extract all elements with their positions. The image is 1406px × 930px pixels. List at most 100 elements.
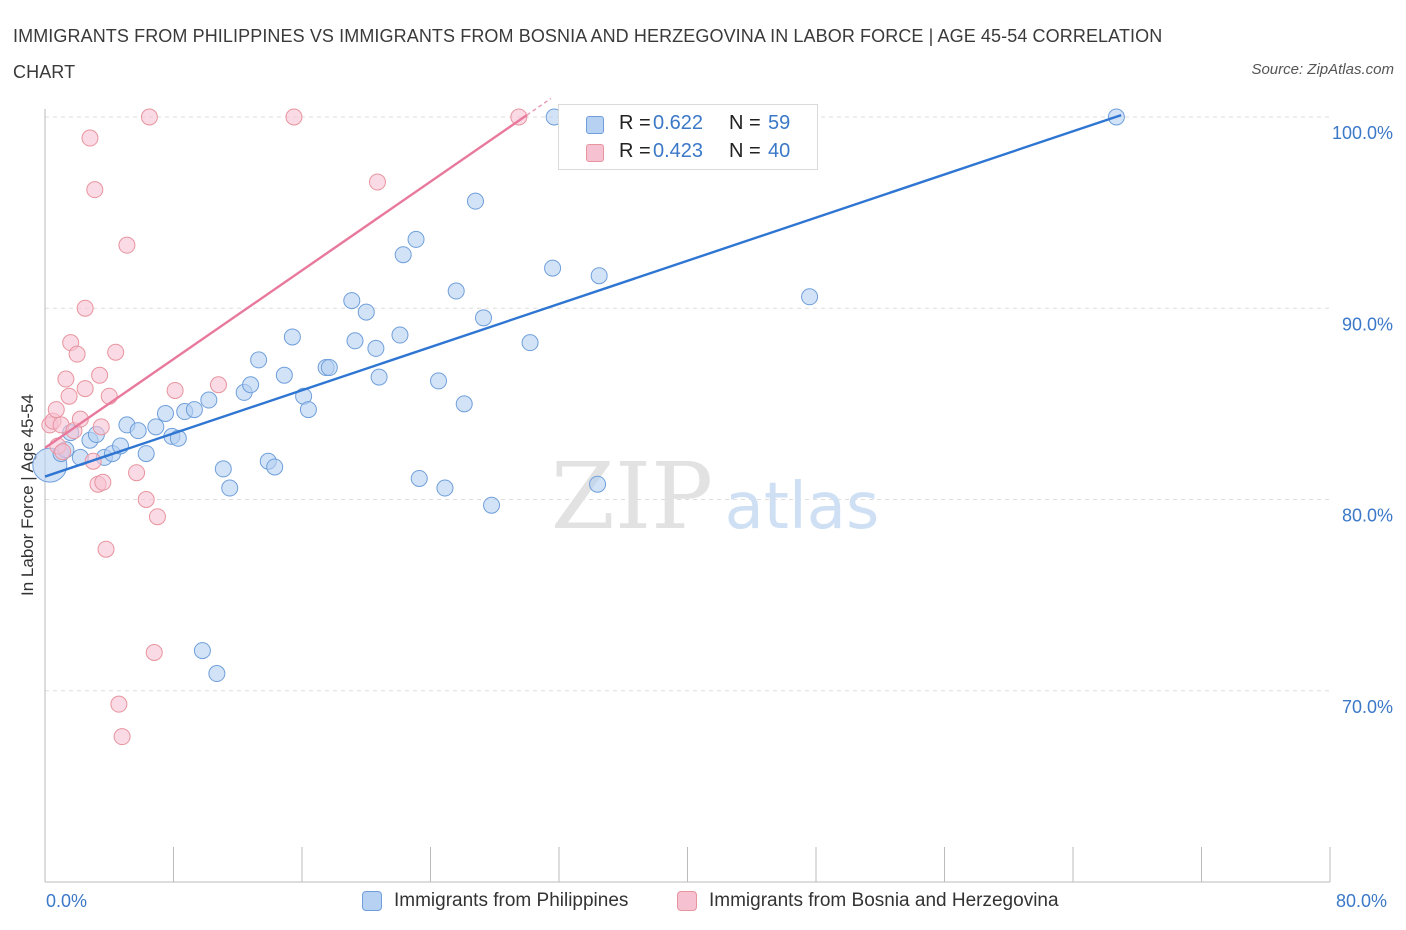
r-value: 0.423 <box>653 140 704 162</box>
points-bosnia <box>41 108 528 746</box>
data-point <box>193 642 211 660</box>
data-point <box>208 665 226 683</box>
data-point <box>343 292 361 310</box>
data-point <box>483 496 501 514</box>
data-point <box>76 380 94 398</box>
data-point <box>113 728 131 746</box>
watermark: ZIP atlas <box>551 443 879 550</box>
data-point <box>137 445 155 463</box>
data-point <box>801 288 819 306</box>
legend-label-philippines: Immigrants from Philippines <box>394 890 629 911</box>
data-point <box>510 108 528 126</box>
data-point <box>410 469 428 487</box>
legend-swatch-philippines <box>362 891 382 911</box>
data-point <box>148 508 166 526</box>
data-point <box>221 479 239 497</box>
legend-swatch-bosnia <box>586 144 604 162</box>
data-point <box>455 395 473 413</box>
data-point <box>357 303 375 321</box>
legend-swatch-philippines <box>586 116 604 134</box>
data-point <box>436 479 454 497</box>
axes <box>44 109 1331 883</box>
data-point <box>60 387 78 405</box>
data-point <box>147 418 165 436</box>
n-label: N = <box>729 140 761 162</box>
data-point <box>590 267 608 285</box>
data-point <box>166 381 184 399</box>
data-point <box>285 108 303 126</box>
data-point <box>521 334 539 352</box>
data-point <box>156 404 174 422</box>
data-point <box>475 309 493 327</box>
trend-lines <box>44 97 1122 478</box>
data-point <box>394 246 412 264</box>
legend-label-bosnia: Immigrants from Bosnia and Herzegovina <box>709 890 1059 911</box>
data-point <box>430 372 448 390</box>
data-point <box>209 376 227 394</box>
r-label: R = <box>619 112 651 134</box>
legend-swatch-bosnia <box>677 891 697 911</box>
x-tick-label-max: 80.0% <box>1336 891 1388 911</box>
data-point <box>367 339 385 357</box>
r-label: R = <box>619 140 651 162</box>
gridlines <box>45 116 1330 692</box>
n-value: 59 <box>768 112 791 134</box>
data-point <box>589 475 607 493</box>
watermark-atlas: atlas <box>725 470 880 544</box>
data-point <box>368 173 386 191</box>
data-point <box>391 326 409 344</box>
data-point <box>107 343 125 361</box>
data-point <box>320 359 338 377</box>
data-point <box>97 540 115 558</box>
data-point <box>92 418 110 436</box>
data-point <box>68 345 86 363</box>
data-point <box>94 473 112 491</box>
chart-title: IMMIGRANTS FROM PHILIPPINES VS IMMIGRANT… <box>13 26 1163 82</box>
data-point <box>100 387 118 405</box>
r-value: 0.622 <box>653 112 704 134</box>
stats-row-bosnia: R = 0.423 N = 40 <box>559 138 817 166</box>
data-point <box>299 401 317 419</box>
data-point <box>283 328 301 346</box>
data-point <box>185 401 203 419</box>
y-tick-label: 90.0% <box>1342 314 1393 334</box>
data-point <box>544 259 562 277</box>
data-point <box>466 192 484 210</box>
data-point <box>447 282 465 300</box>
x-tick-label-min: 0.0% <box>46 891 88 911</box>
stats-row-philippines: R = 0.622 N = 59 <box>559 110 817 138</box>
stats-legend: R = 0.622 N = 59 R = 0.423 N = 40 <box>558 104 818 170</box>
data-point <box>110 695 128 713</box>
data-point <box>128 464 146 482</box>
data-point <box>129 422 147 440</box>
y-tick-label: 80.0% <box>1342 506 1393 526</box>
data-point <box>76 299 94 317</box>
n-value: 40 <box>768 140 791 162</box>
source-label: Source: ZipAtlas.com <box>1251 61 1394 78</box>
data-point <box>137 491 155 508</box>
y-tick-labels: 100.0% 90.0% 80.0% 70.0% <box>1332 123 1393 717</box>
data-point <box>242 376 260 394</box>
data-point <box>86 181 104 199</box>
data-point <box>91 366 109 384</box>
y-tick-label: 70.0% <box>1342 697 1393 717</box>
data-point <box>266 458 284 476</box>
data-point <box>57 370 75 388</box>
data-point <box>54 443 72 461</box>
data-point <box>250 351 268 369</box>
n-label: N = <box>729 112 761 134</box>
trend-line-bosnia <box>44 114 528 449</box>
data-point <box>407 230 425 248</box>
data-point <box>145 644 163 661</box>
data-point <box>200 391 218 409</box>
points-philippines <box>32 108 1125 683</box>
data-point <box>370 368 388 386</box>
data-point <box>346 332 364 350</box>
trend-line-philippines <box>44 113 1122 478</box>
trend-line-bosnia-extension <box>526 97 552 116</box>
data-point <box>214 460 232 478</box>
data-point <box>140 108 158 126</box>
y-tick-label: 100.0% <box>1332 123 1393 143</box>
data-point <box>118 236 136 254</box>
data-point <box>81 129 99 147</box>
